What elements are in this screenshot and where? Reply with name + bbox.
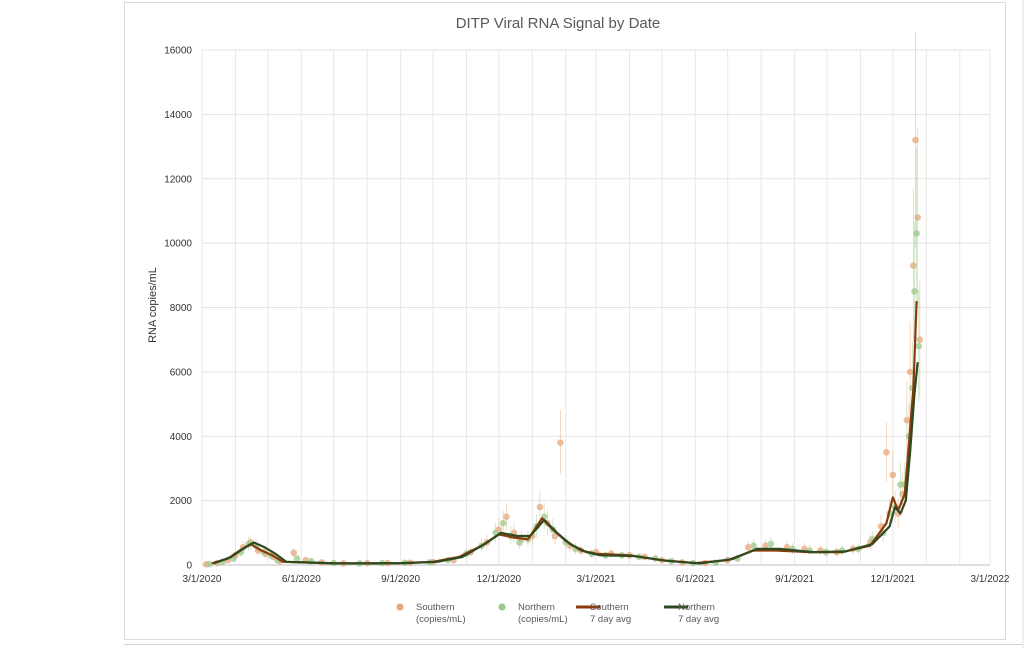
data-point	[293, 555, 301, 562]
data-point	[910, 262, 917, 269]
legend-marker	[498, 603, 506, 611]
data-point	[913, 230, 920, 237]
legend-item-0: Southern(copies/mL)	[396, 602, 466, 625]
series-1	[206, 148, 923, 568]
y-tick-label: 6000	[170, 367, 193, 378]
data-point	[903, 416, 911, 424]
legend-label: (copies/mL)	[416, 614, 466, 625]
data-point	[883, 449, 890, 456]
data-point	[206, 560, 213, 568]
legend-label: Northern	[518, 602, 555, 613]
legend-label: Southern	[590, 602, 629, 613]
x-tick-labels: 3/1/2020 6/1/2020 9/1/2020 12/1/2020 3/1/202…	[183, 574, 1010, 585]
data-point	[750, 542, 757, 549]
data-point	[767, 540, 775, 548]
series-3	[213, 362, 919, 565]
chart-title: DITP Viral RNA Signal by Date	[456, 15, 661, 32]
data-point	[912, 136, 919, 144]
x-tick-label: 12/1/2020	[477, 574, 522, 585]
legend: Southern(copies/mL)Northern(copies/mL)So…	[396, 602, 719, 625]
edge-divider	[1022, 0, 1024, 648]
x-tick-label: 6/1/2020	[282, 574, 321, 585]
divider	[124, 644, 1024, 645]
data-point	[914, 214, 921, 221]
data-point	[503, 513, 510, 521]
avg-line	[211, 301, 918, 565]
legend-label: 7 day avg	[590, 614, 631, 625]
x-tick-label: 3/1/2021	[577, 574, 616, 585]
legend-label: Southern	[416, 602, 455, 613]
legend-label: (copies/mL)	[518, 614, 568, 625]
x-tick-label: 3/1/2022	[971, 574, 1010, 585]
y-tick-label: 0	[186, 561, 192, 572]
data-point	[499, 519, 507, 527]
y-axis-label: RNA copies/mL	[147, 267, 159, 343]
y-tick-label: 14000	[164, 110, 192, 121]
y-tick-label: 16000	[164, 46, 192, 57]
data-point	[516, 539, 523, 546]
avg-line	[213, 362, 919, 565]
x-tick-label: 6/1/2021	[676, 574, 715, 585]
data-point	[557, 439, 564, 446]
y-tick-label: 8000	[170, 303, 193, 314]
legend-label: Northern	[678, 602, 715, 613]
data-point	[762, 542, 769, 549]
data-point	[889, 471, 897, 479]
chart-frame	[124, 2, 1006, 640]
y-tick-label: 4000	[170, 432, 193, 443]
x-tick-label: 3/1/2020	[183, 574, 222, 585]
y-tick-labels: 0 2000 4000 6000 8000 10000 12000 14000 16000	[164, 46, 192, 572]
data-point	[916, 336, 924, 343]
data-point	[744, 543, 752, 551]
x-tick-label: 9/1/2020	[381, 574, 420, 585]
x-tick-label: 9/1/2021	[775, 574, 814, 585]
data-series	[203, 31, 924, 568]
data-point	[915, 342, 923, 350]
y-tick-label: 10000	[164, 239, 192, 250]
data-point	[911, 288, 918, 295]
data-point	[290, 549, 298, 557]
legend-marker	[396, 603, 404, 611]
grid	[201, 49, 991, 566]
series-2	[211, 301, 918, 565]
legend-item-1: Northern(copies/mL)	[498, 602, 568, 625]
x-tick-label: 12/1/2021	[871, 574, 916, 585]
data-point	[906, 368, 914, 376]
series-0	[203, 31, 924, 568]
y-tick-label: 2000	[170, 496, 193, 507]
legend-label: 7 day avg	[678, 614, 719, 625]
data-point	[536, 503, 544, 511]
y-tick-label: 12000	[164, 174, 192, 185]
